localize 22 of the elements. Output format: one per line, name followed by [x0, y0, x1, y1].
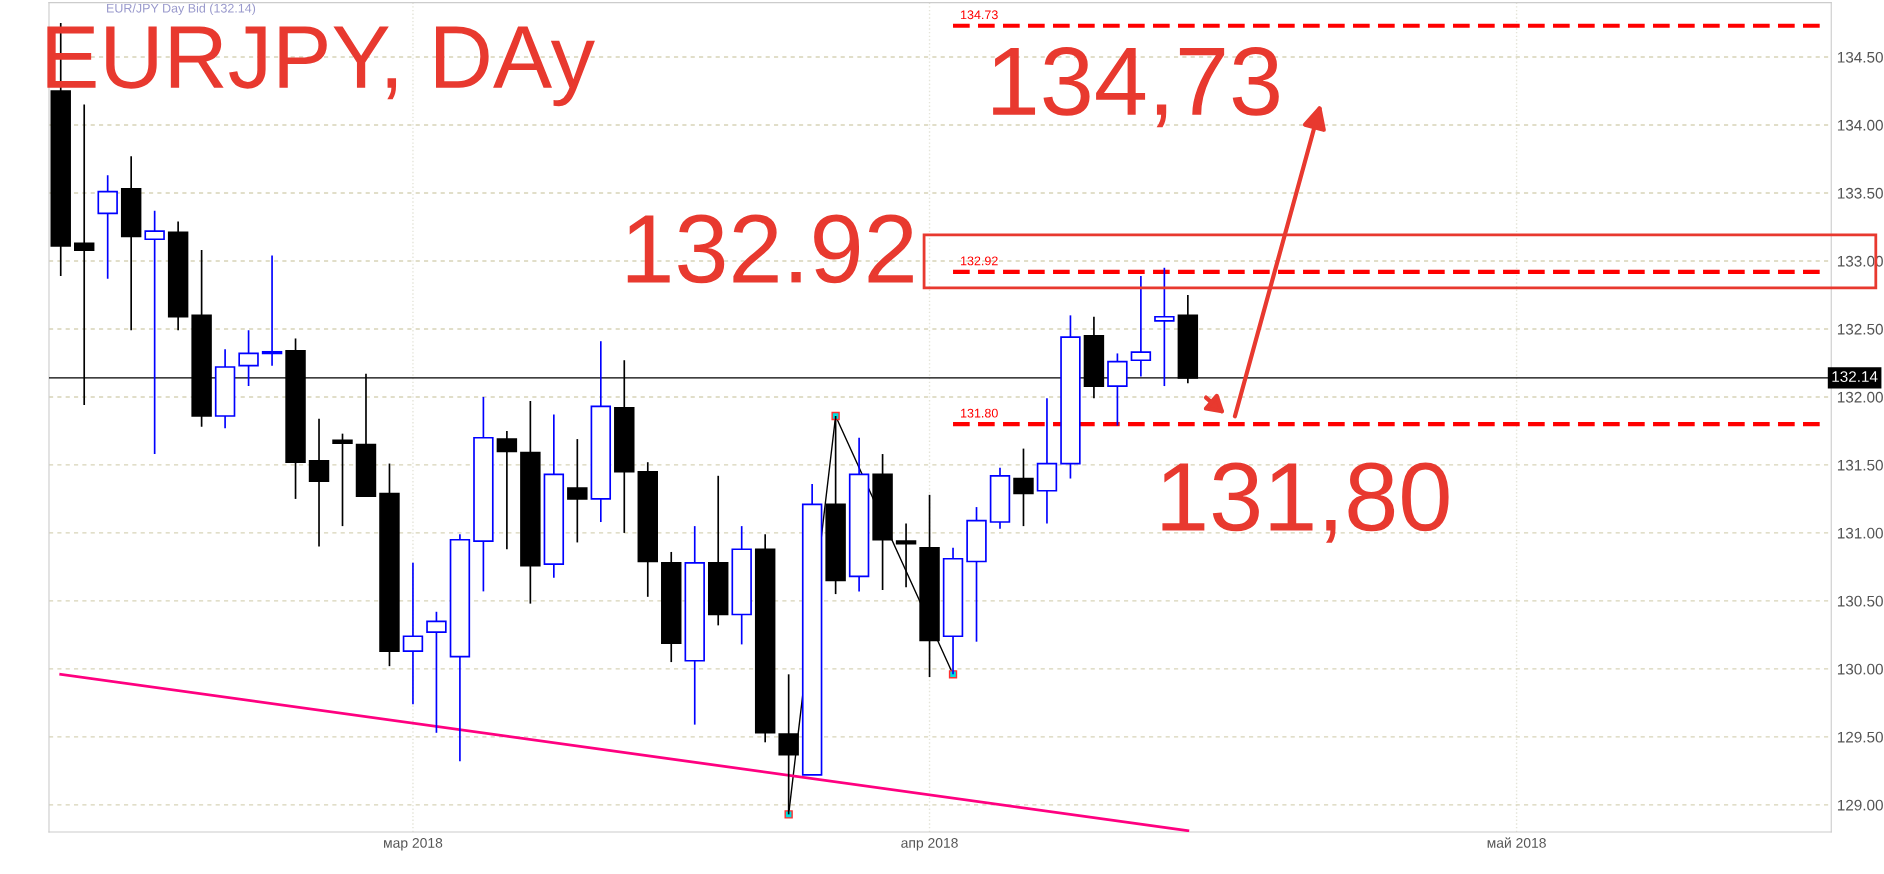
y-tick-label: 129.50 [1837, 731, 1883, 743]
x-tick-label: мар 2018 [384, 837, 443, 851]
y-tick-label: 133.50 [1837, 187, 1883, 199]
annotation: 134,73 [993, 46, 1279, 128]
y-tick-label: 130.50 [1837, 595, 1883, 607]
y-tick-label: 134.50 [1837, 51, 1883, 63]
annotation: 132.92 [627, 214, 913, 284]
series-label: 134.73 [961, 10, 998, 20]
y-tick-label: 130.00 [1837, 663, 1883, 675]
y-tick-label: 134.00 [1837, 119, 1883, 131]
ref-line-label: 132.14 [1832, 371, 1878, 382]
y-tick-label: 131.50 [1837, 459, 1883, 471]
chart-subtitle: EUR/JPY Day Bid (132.14) [107, 3, 256, 16]
x-tick-label: май 2018 [1487, 837, 1546, 848]
y-tick-label: 129.00 [1837, 799, 1883, 811]
y-tick-label: 131.00 [1837, 527, 1883, 539]
y-tick-label: 132.50 [1837, 323, 1883, 335]
series-label: 132.92 [961, 256, 998, 266]
x-tick-label: апр 2018 [901, 837, 958, 851]
y-tick-label: 132.00 [1837, 391, 1883, 403]
series-label: 131.80 [961, 408, 998, 418]
annotation: 131,80 [1162, 462, 1449, 543]
